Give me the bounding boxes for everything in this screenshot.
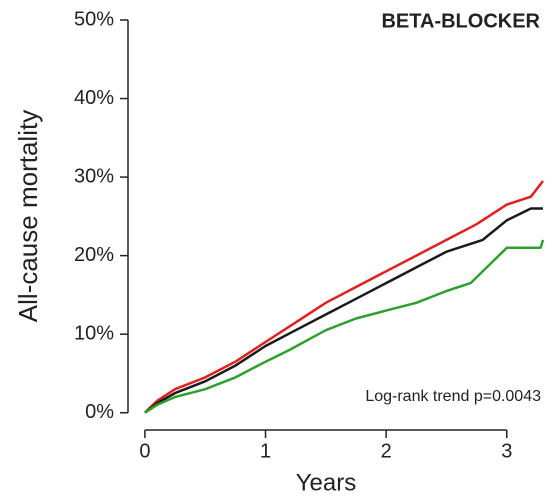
x-tick-label: 2 <box>381 440 392 462</box>
survival-curve <box>144 207 543 414</box>
y-tick-label: 10% <box>74 322 114 344</box>
annotation: Log-rank trend p=0.0043 <box>365 388 541 405</box>
y-tick-label: 30% <box>74 165 114 187</box>
x-tick-label: 3 <box>501 440 512 462</box>
survival-curve <box>144 239 545 414</box>
y-tick-label: 40% <box>74 87 114 109</box>
x-tick-label: 0 <box>139 440 150 462</box>
x-tick-label: 1 <box>260 440 271 462</box>
chart-title: BETA-BLOCKER <box>381 10 540 32</box>
y-axis-label: All-cause mortality <box>13 110 43 322</box>
x-axis-label: Years <box>296 469 357 496</box>
y-tick-label: 0% <box>85 401 114 423</box>
y-tick-label: 50% <box>74 8 114 30</box>
y-tick-label: 20% <box>74 244 114 266</box>
survival-curve <box>144 180 544 414</box>
